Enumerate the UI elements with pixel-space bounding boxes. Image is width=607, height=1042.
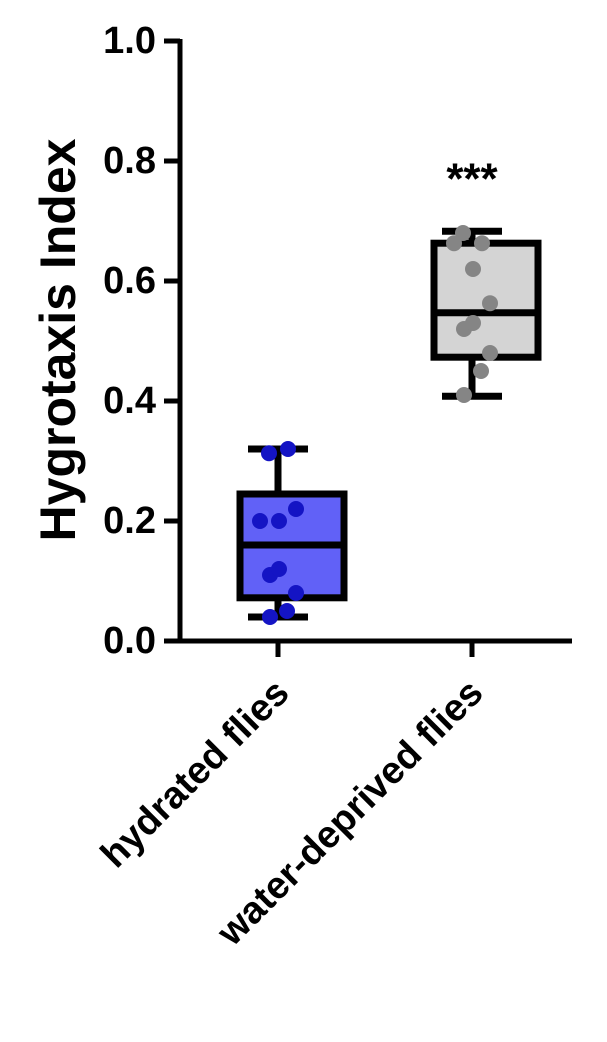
data-point xyxy=(446,235,462,252)
data-point xyxy=(280,441,296,457)
data-point xyxy=(482,295,498,312)
data-point xyxy=(288,585,304,601)
y-tick-label: 0.6 xyxy=(103,260,156,302)
data-point xyxy=(482,345,498,361)
data-point xyxy=(473,363,489,379)
y-tick-label: 0.2 xyxy=(103,500,156,542)
data-point xyxy=(474,235,490,252)
data-point xyxy=(288,501,304,517)
data-point xyxy=(279,603,295,619)
x-tick-label: hydrated flies xyxy=(93,672,297,876)
data-point xyxy=(252,513,268,529)
data-point xyxy=(262,609,278,625)
y-axis-title: Hygrotaxis Index xyxy=(30,138,86,541)
data-point xyxy=(465,315,481,331)
y-tick-label: 0.8 xyxy=(103,140,156,182)
data-point xyxy=(271,561,287,577)
data-point xyxy=(465,261,481,277)
data-point xyxy=(261,445,277,462)
y-tick-label: 0.0 xyxy=(103,620,156,662)
data-point xyxy=(456,387,472,403)
y-tick-label: 0.4 xyxy=(103,380,156,422)
data-point xyxy=(271,513,287,529)
significance-annotation: *** xyxy=(446,155,498,204)
y-tick-label: 1.0 xyxy=(103,20,156,62)
